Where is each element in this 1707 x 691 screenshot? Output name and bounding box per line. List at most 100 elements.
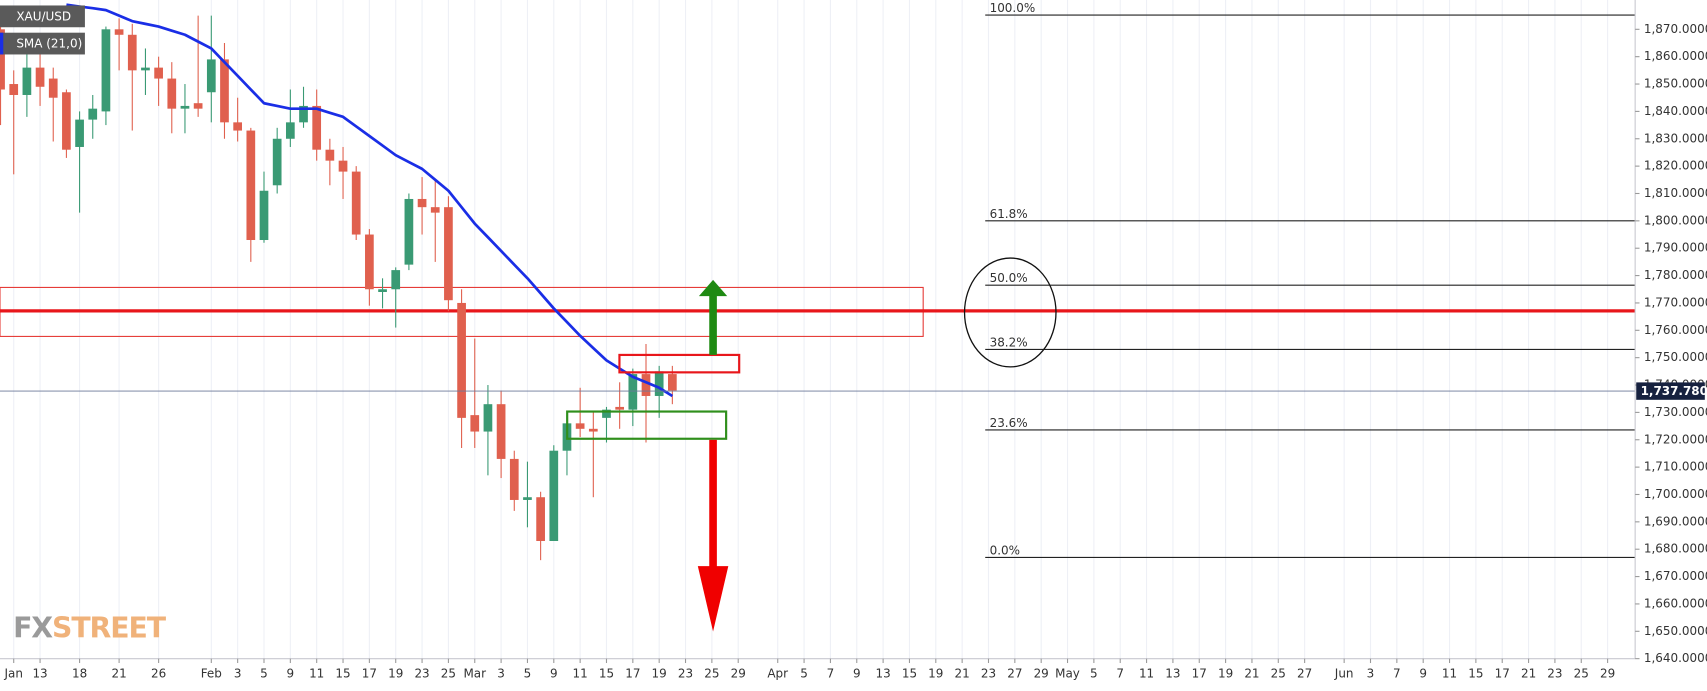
x-tick-label: 25: [1574, 666, 1589, 680]
candle-body: [220, 59, 229, 123]
x-tick-label: Apr: [767, 666, 788, 680]
x-tick-label: 15: [902, 666, 917, 680]
candle-body: [351, 171, 361, 235]
down-arrow-head: [697, 566, 729, 632]
candle-body: [9, 84, 19, 95]
candle-body: [628, 374, 638, 410]
watermark: FXSTREET: [13, 611, 167, 644]
fib-label: 61.8%: [990, 207, 1028, 221]
x-tick-label: 13: [875, 666, 890, 680]
candle-body: [444, 207, 453, 301]
candle-body: [180, 105, 190, 109]
candle-body: [365, 234, 374, 290]
candle-body: [378, 289, 387, 292]
x-tick-label: 23: [414, 666, 429, 680]
x-tick-label: 11: [1139, 666, 1154, 680]
x-tick-label: 3: [234, 666, 242, 680]
indicator-box: [0, 32, 85, 55]
candle-body: [285, 122, 295, 139]
y-tick-label: 1,710.0000: [1644, 460, 1707, 474]
candle-body: [206, 59, 216, 93]
candle-body: [22, 67, 32, 95]
candle-body: [193, 103, 203, 109]
y-tick-label: 1,800.0000: [1644, 213, 1707, 227]
candle-body: [167, 78, 177, 109]
fib-label: 50.0%: [990, 271, 1028, 285]
x-tick-label: 23: [678, 666, 693, 680]
candle-body: [0, 29, 5, 90]
support-box: [566, 410, 728, 440]
x-tick-label: 29: [1600, 666, 1615, 680]
y-tick-label: 1,690.0000: [1644, 514, 1707, 528]
y-tick-label: 1,850.0000: [1644, 77, 1707, 91]
candle-body: [391, 270, 401, 290]
x-tick-label: 23: [1547, 666, 1562, 680]
fib-label: 100.0%: [990, 1, 1036, 15]
axes: 1,640.0000 1,650.0000 1,660.0000 1,670.0000…: [3, 22, 1707, 681]
up-arrow-head: [698, 279, 728, 297]
x-tick-label: 25: [704, 666, 719, 680]
x-tick-label: 21: [1521, 666, 1536, 680]
x-tick-label: Jan: [3, 666, 22, 680]
fib-label: 0.0%: [990, 543, 1020, 557]
candle-body: [523, 497, 532, 500]
candle-body: [154, 67, 163, 79]
candle-body: [430, 207, 440, 213]
candle-body: [246, 130, 256, 241]
candle-body: [457, 302, 466, 418]
y-tick-label: 1,660.0000: [1644, 596, 1707, 610]
y-tick-label: 1,750.0000: [1644, 350, 1707, 364]
candle-body: [536, 497, 545, 542]
x-tick-label: 17: [362, 666, 377, 680]
x-tick-label: 27: [1297, 666, 1312, 680]
x-tick-label: 7: [827, 666, 835, 680]
candle-body: [114, 29, 124, 35]
symbol-box: [0, 5, 85, 28]
y-tick-label: 1,830.0000: [1644, 131, 1707, 145]
x-tick-label: 9: [550, 666, 558, 680]
y-tick-label: 1,860.0000: [1644, 49, 1707, 63]
y-tick-label: 1,720.0000: [1644, 432, 1707, 446]
candle-body: [615, 406, 625, 410]
indicator-swatch: [0, 32, 4, 55]
y-tick-label: 1,840.0000: [1644, 104, 1707, 118]
x-tick-label: May: [1055, 666, 1080, 680]
candle-body: [496, 404, 506, 459]
x-tick-label: 3: [497, 666, 505, 680]
candle-body: [62, 92, 71, 150]
x-tick-label: 15: [1468, 666, 1483, 680]
x-tick-label: 18: [72, 666, 87, 680]
x-tick-label: 15: [335, 666, 350, 680]
price-label: 1,737.7800: [1636, 382, 1707, 400]
watermark-fx: FX: [13, 611, 53, 644]
candle-body: [141, 67, 150, 71]
candle-body: [35, 67, 45, 87]
y-tick-label: 1,810.0000: [1644, 186, 1707, 200]
candle-body: [417, 198, 427, 208]
symbol-label: XAU/USD: [16, 9, 71, 23]
x-tick-label: 25: [1271, 666, 1286, 680]
y-tick-label: 1,680.0000: [1644, 542, 1707, 556]
candle-body: [233, 122, 243, 131]
x-tick-label: 3: [1367, 666, 1375, 680]
x-tick-label: 21: [1244, 666, 1259, 680]
candle-body: [259, 190, 269, 241]
candle-body: [127, 34, 137, 71]
y-tick-label: 1,730.0000: [1644, 405, 1707, 419]
x-tick-label: 9: [287, 666, 295, 680]
x-tick-label: 29: [1034, 666, 1049, 680]
x-tick-label: 17: [1192, 666, 1207, 680]
candle-body: [549, 450, 559, 542]
candle-body: [575, 423, 585, 429]
x-tick-label: Jun: [1334, 666, 1354, 680]
x-tick-label: 21: [111, 666, 126, 680]
x-tick-label: 11: [309, 666, 324, 680]
candle-body: [641, 374, 651, 396]
x-tick-label: Mar: [463, 666, 486, 680]
candle-body: [404, 198, 414, 265]
candle-body: [325, 149, 335, 161]
x-tick-label: 5: [1090, 666, 1098, 680]
last-price-box: [1636, 382, 1705, 400]
